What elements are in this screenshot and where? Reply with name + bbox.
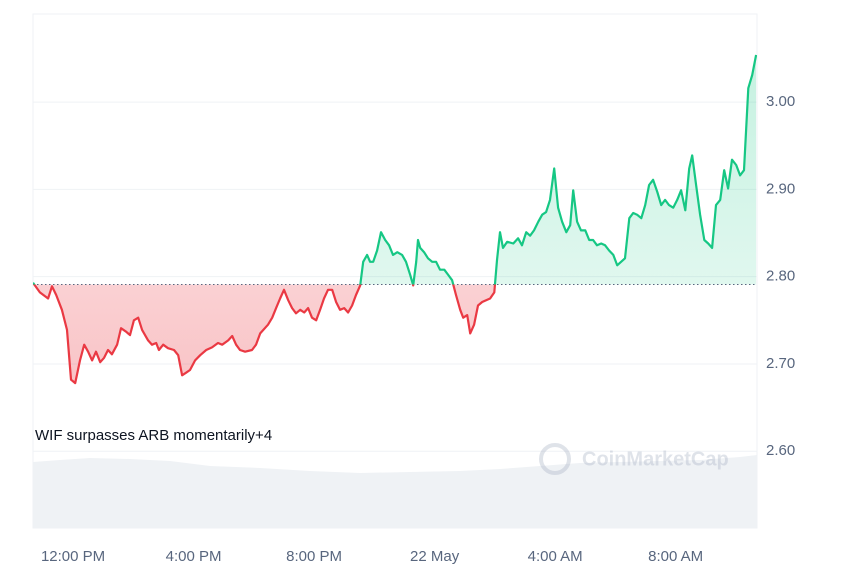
y-tick-label: 3.00 bbox=[766, 93, 795, 110]
watermark: CoinMarketCap bbox=[539, 443, 729, 475]
y-tick-label: 2.60 bbox=[766, 442, 795, 459]
watermark-logo bbox=[539, 443, 571, 475]
x-tick-label: 22 May bbox=[410, 548, 460, 565]
x-tick-label: 8:00 PM bbox=[286, 548, 342, 565]
volume-area bbox=[33, 455, 757, 528]
watermark-text: CoinMarketCap bbox=[582, 448, 729, 470]
y-tick-label: 2.90 bbox=[766, 180, 795, 197]
line-up bbox=[33, 54, 757, 285]
x-tick-label: 12:00 PM bbox=[41, 548, 105, 565]
y-tick-label: 2.80 bbox=[766, 268, 795, 285]
line-down bbox=[33, 284, 497, 385]
x-tick-label: 4:00 AM bbox=[528, 548, 583, 565]
annotation: WIF surpasses ARB momentarily+4 bbox=[35, 427, 272, 444]
x-tick-label: 8:00 AM bbox=[648, 548, 703, 565]
y-tick-label: 2.70 bbox=[766, 355, 795, 372]
marks bbox=[33, 54, 757, 385]
x-tick-label: 4:00 PM bbox=[166, 548, 222, 565]
area-down bbox=[34, 284, 495, 384]
area-up bbox=[33, 55, 757, 285]
